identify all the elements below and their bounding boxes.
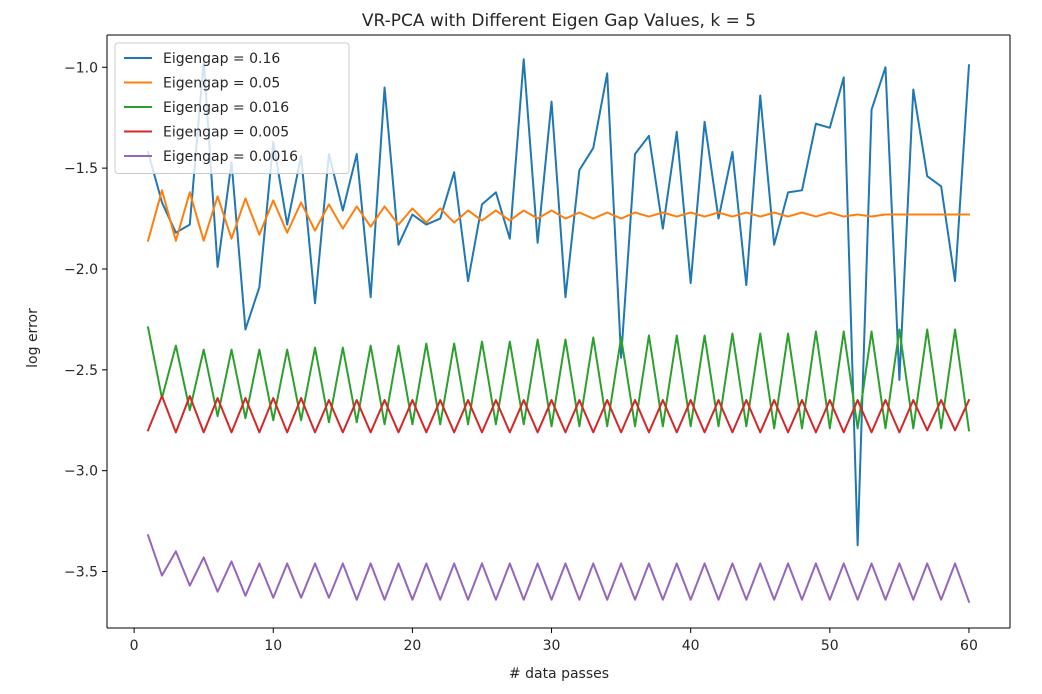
y-axis-label: log error (25, 308, 41, 368)
axes-layer: 0 10 20 30 40 50 60 −1.0 −1.5 −2.0 −2.5 −3.0 −3.5 (64, 34, 1011, 654)
x-tick-label: 30 (543, 638, 561, 654)
y-tick-label: −3.0 (64, 464, 98, 480)
x-tick-label: 50 (821, 638, 839, 654)
y-tick-label: −3.5 (64, 565, 98, 581)
legend-label-4: Eigengap = 0.005 (163, 125, 289, 141)
legend-box (114, 42, 350, 174)
series-layer (146, 58, 971, 604)
y-tick-label: −2.0 (64, 262, 98, 278)
series-line-3 (146, 326, 971, 432)
x-axis-label: # data passes (509, 666, 609, 682)
y-tick-label: −2.5 (64, 363, 98, 379)
legend-label-5: Eigengap = 0.0016 (163, 149, 298, 165)
series-line-5 (146, 533, 971, 604)
x-tick-label: 0 (130, 638, 139, 654)
x-tick-label: 40 (682, 638, 700, 654)
y-tick-label: −1.0 (64, 60, 98, 76)
series-line-1 (146, 58, 971, 547)
series-line-4 (146, 395, 971, 434)
chart-title: VR-PCA with Different Eigen Gap Values, … (362, 11, 756, 31)
x-tick-label: 20 (403, 638, 421, 654)
x-tick-label: 10 (264, 638, 282, 654)
legend-label-3: Eigengap = 0.016 (163, 100, 289, 116)
y-tick-label: −1.5 (64, 161, 98, 177)
x-tick-label: 60 (960, 638, 978, 654)
legend: Eigengap = 0.16 Eigengap = 0.05 Eigengap =… (114, 42, 350, 174)
legend-label-2: Eigengap = 0.05 (163, 76, 280, 92)
legend-label-1: Eigengap = 0.16 (163, 51, 280, 67)
series-line-2 (146, 189, 970, 242)
